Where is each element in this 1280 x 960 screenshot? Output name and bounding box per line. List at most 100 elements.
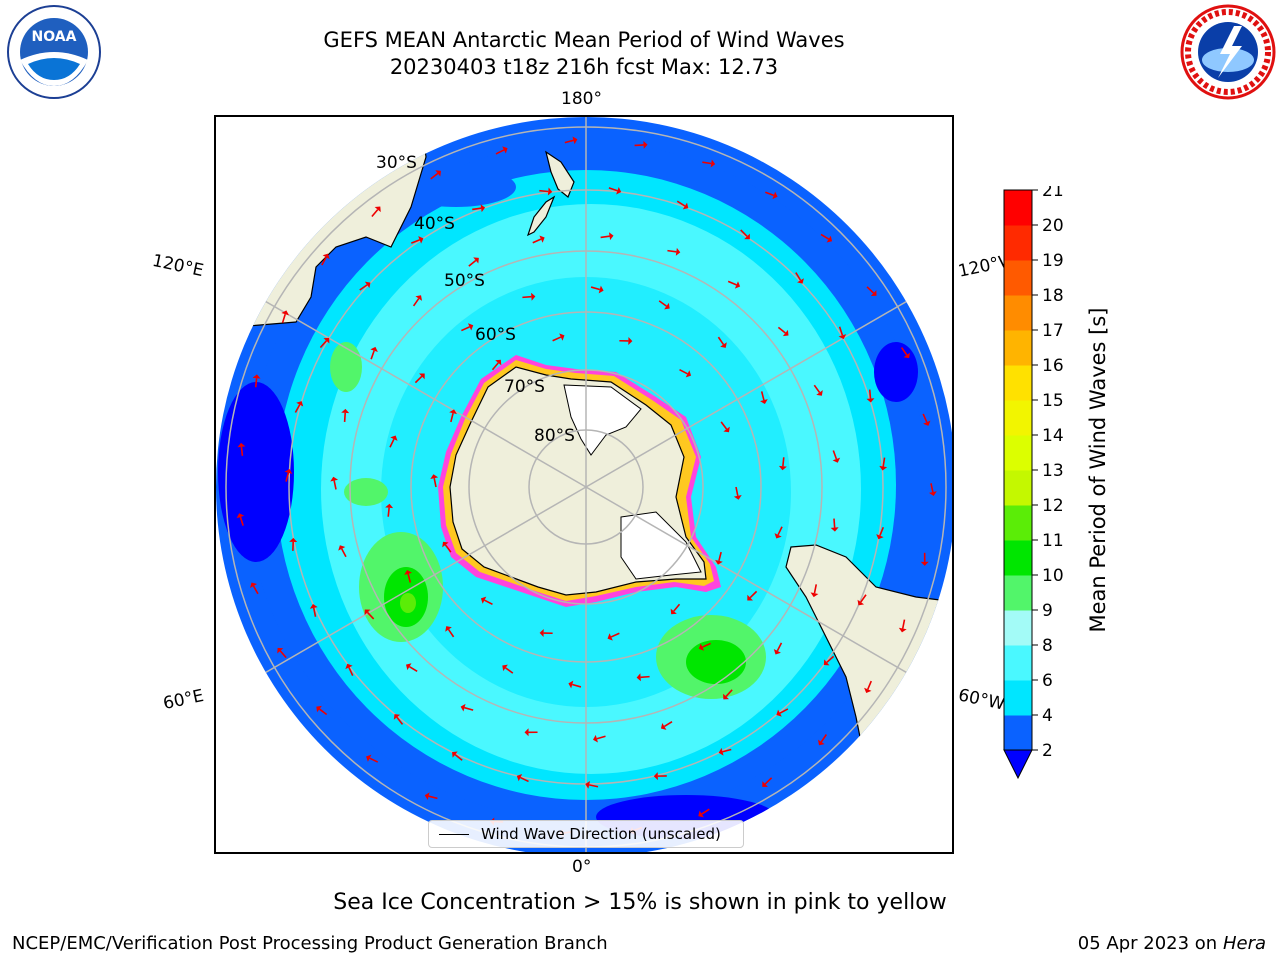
wind-arrow-head <box>323 337 330 344</box>
wind-arrow-head <box>445 626 452 632</box>
wind-arrow-shaft <box>813 584 818 594</box>
colorbar: 2 4 6 8 9 10 11 12 13 14 15 16 17 18 19 20 21 <box>1003 186 1064 780</box>
wind-arrow-head <box>296 401 304 407</box>
footer-date-text: 05 Apr 2023 on <box>1077 933 1218 954</box>
green-zone-southeast-core <box>686 640 746 684</box>
lat-label-80s: 80°S <box>534 426 575 446</box>
wind-arrow-head <box>774 533 782 539</box>
wind-arrow-head <box>616 186 622 195</box>
wind-arrow-head <box>341 408 350 414</box>
wind-arrow-shaft <box>447 628 455 638</box>
wind-arrow-shaft <box>749 590 758 599</box>
colorbar-tick-label: 13 <box>1042 461 1064 481</box>
wind-arrow-head <box>502 664 508 672</box>
wind-arrow-head <box>810 592 819 598</box>
wind-arrow-shaft <box>468 259 477 267</box>
wind-arrow-head <box>404 569 412 575</box>
wind-arrow-head <box>585 780 591 789</box>
wind-arrow-head <box>718 747 724 756</box>
wind-arrow-head <box>898 627 907 633</box>
wind-arrow-shaft <box>720 421 728 430</box>
chart-subtitle: 20230403 t18z 216h fcst Max: 12.73 <box>389 55 779 79</box>
wind-arrow-head <box>374 206 381 213</box>
wind-arrow-head <box>879 465 888 471</box>
colorbar-tick-label: 19 <box>1042 251 1064 271</box>
wind-arrow-shaft <box>564 139 574 144</box>
wind-arrow-shaft <box>673 603 681 612</box>
wind-arrow-shaft <box>901 619 906 629</box>
wind-arrow-shaft <box>370 350 375 360</box>
wind-arrow-head <box>928 491 937 497</box>
wind-arrow-shaft <box>930 483 934 493</box>
wind-arrow-shaft <box>366 611 375 620</box>
noaa-logo: NOAA <box>7 5 101 99</box>
sea-ice-caption: Sea Ice Concentration > 15% is shown in … <box>333 890 947 915</box>
wind-arrow-shaft <box>520 776 529 783</box>
wind-arrow-head <box>250 582 258 588</box>
ocean-low-pocket-east <box>874 342 918 402</box>
lon-label-0: 0° <box>572 857 592 877</box>
wind-arrow-shaft <box>813 384 821 393</box>
svg-text:NOAA: NOAA <box>32 29 77 45</box>
wind-arrow-shaft <box>590 286 600 291</box>
new-zealand-south <box>526 195 556 237</box>
wind-arrow-shaft <box>343 412 346 422</box>
wind-arrow-head <box>772 191 778 200</box>
lat-label-60s: 60°S <box>475 325 516 345</box>
colorbar-tick-label: 2 <box>1042 741 1053 761</box>
wind-arrow-shaft <box>833 518 836 528</box>
wind-arrow-head <box>715 559 723 565</box>
wind-arrow-head <box>628 336 633 345</box>
wind-arrow-shaft <box>484 599 493 605</box>
wind-arrow-head <box>698 810 704 818</box>
ocean-low-pocket-west <box>218 382 294 562</box>
wind-arrow-shaft <box>348 667 354 676</box>
wind-arrow-head <box>524 728 529 737</box>
wind-arrow-head <box>237 442 246 448</box>
wind-arrow-head <box>866 398 875 403</box>
wind-arrow-head <box>653 772 658 781</box>
colorbar-label: Mean Period of Wind Waves [s] <box>1086 307 1110 633</box>
wind-arrow-head <box>778 465 787 471</box>
wind-arrow-head <box>516 773 523 782</box>
wind-arrow-head <box>664 302 670 310</box>
wind-arrow-head <box>760 399 768 405</box>
wind-arrow-shaft <box>735 486 739 496</box>
wind-arrow-head <box>252 374 261 379</box>
colorbar-tick-label: 8 <box>1042 636 1053 656</box>
wind-arrow-head <box>236 513 245 519</box>
wind-arrow-shaft <box>472 207 482 211</box>
wind-arrow-shaft <box>900 347 908 356</box>
colorbar-segment <box>1004 715 1032 751</box>
wind-arrow-shaft <box>717 336 725 346</box>
colorbar-tick-label: 15 <box>1042 391 1064 411</box>
wind-arrow-head <box>857 599 865 606</box>
wind-arrow-head <box>733 495 742 500</box>
lon-label-180: 180° <box>561 89 602 109</box>
wind-arrow-shaft <box>410 239 420 244</box>
wind-arrow-head <box>330 476 339 482</box>
wind-arrow-head <box>903 352 911 359</box>
wind-arrow-shaft <box>922 413 928 423</box>
wind-arrow-shaft <box>820 233 830 240</box>
wind-arrow-head <box>418 236 424 244</box>
colorbar-segment <box>1004 505 1032 541</box>
polar-map: 30°S 40°S 50°S 60°S 70°S 80°S Wind Wave … <box>214 115 954 854</box>
footer-credit: NCEP/EMC/Verification Post Processing Pr… <box>12 933 608 954</box>
wind-arrow-shaft <box>319 340 328 349</box>
wind-arrow-shaft <box>294 404 301 413</box>
colorbar-tick-label: 16 <box>1042 356 1064 376</box>
wind-arrow-head <box>473 257 479 264</box>
wind-arrow-shaft <box>412 298 420 307</box>
wind-arrow-shaft <box>782 457 785 467</box>
colorbar-tick-label: 12 <box>1042 496 1064 516</box>
wind-arrow-shaft <box>820 734 828 743</box>
wind-arrow-head <box>539 235 545 243</box>
wind-arrow-head <box>782 329 789 337</box>
wind-arrow-head <box>435 170 441 177</box>
wind-arrow-head <box>723 693 729 700</box>
ross-ice-shelf <box>563 384 642 456</box>
wind-arrow-head <box>636 673 641 682</box>
wind-arrow-shaft <box>407 573 412 583</box>
wind-arrow-shaft <box>610 632 620 638</box>
